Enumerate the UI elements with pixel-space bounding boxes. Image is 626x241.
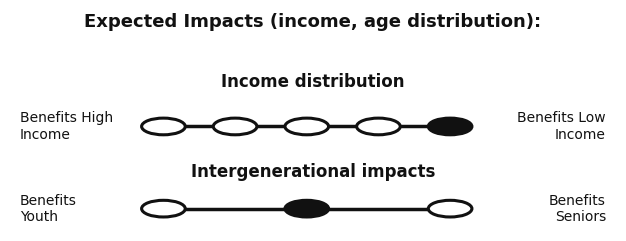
Text: Benefits
Seniors: Benefits Seniors: [549, 194, 606, 224]
Circle shape: [141, 200, 185, 217]
Circle shape: [285, 200, 329, 217]
Text: Benefits High
Income: Benefits High Income: [20, 111, 113, 141]
Circle shape: [428, 118, 472, 135]
Circle shape: [141, 118, 185, 135]
Text: Expected Impacts (income, age distribution):: Expected Impacts (income, age distributi…: [85, 13, 541, 31]
Circle shape: [213, 118, 257, 135]
Text: Income distribution: Income distribution: [221, 73, 405, 91]
Text: Benefits
Youth: Benefits Youth: [20, 194, 77, 224]
Text: Intergenerational impacts: Intergenerational impacts: [191, 163, 435, 181]
Circle shape: [428, 200, 472, 217]
Circle shape: [357, 118, 400, 135]
Text: Benefits Low
Income: Benefits Low Income: [517, 111, 606, 141]
Circle shape: [285, 118, 329, 135]
